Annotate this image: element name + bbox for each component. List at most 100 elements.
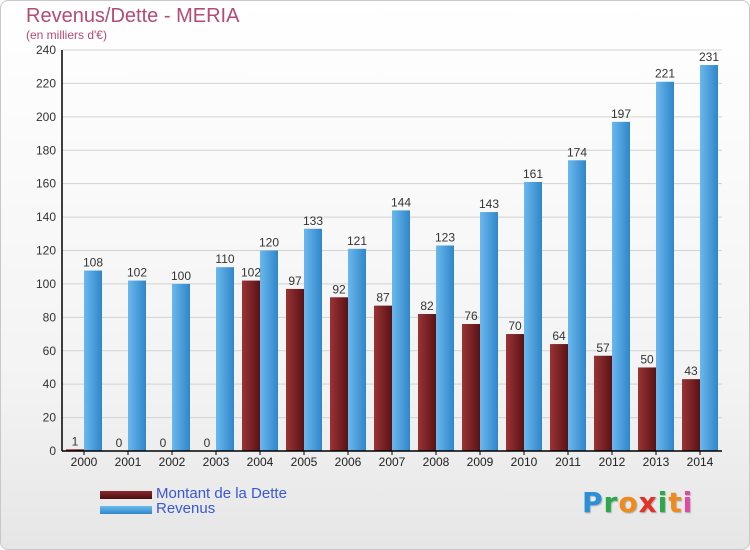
- bar-debt-2006: [330, 297, 348, 451]
- x-tick-label: 2007: [379, 455, 406, 469]
- data-label-debt-2014: 43: [684, 364, 698, 378]
- data-label-revenue-2007: 144: [391, 195, 411, 209]
- bar-debt-2007: [374, 305, 392, 451]
- x-tick-label: 2008: [423, 455, 450, 469]
- data-label-revenue-2011: 174: [567, 145, 587, 159]
- logo-letter: i: [657, 486, 669, 519]
- data-label-revenue-2013: 221: [655, 67, 675, 81]
- y-tick-label: 40: [43, 377, 57, 391]
- x-tick-label: 2012: [599, 455, 626, 469]
- legend-swatch-revenue: [100, 506, 152, 514]
- data-label-revenue-2000: 108: [83, 256, 103, 270]
- legend-label-revenue: Revenus: [156, 500, 216, 517]
- data-label-revenue-2010: 161: [523, 167, 543, 181]
- data-label-revenue-2014: 231: [699, 50, 719, 64]
- data-label-revenue-2006: 121: [347, 234, 367, 248]
- bar-debt-2013: [638, 367, 656, 451]
- x-tick-label: 2003: [203, 455, 230, 469]
- data-label-revenue-2012: 197: [611, 107, 631, 121]
- bars: [66, 65, 718, 452]
- x-tick-label: 2009: [467, 455, 494, 469]
- logo-letter: r: [603, 486, 619, 519]
- y-tick-label: 180: [36, 143, 56, 157]
- y-tick-label: 140: [36, 210, 56, 224]
- data-label-revenue-2003: 110: [215, 252, 234, 266]
- logo-letter: t: [668, 486, 683, 519]
- data-label-debt-2001: 0: [116, 436, 123, 450]
- data-label-debt-2009: 76: [464, 309, 478, 323]
- y-tick-label: 120: [36, 244, 56, 258]
- data-label-debt-2006: 92: [332, 282, 346, 296]
- y-tick-label: 20: [43, 411, 57, 425]
- legend-swatch-debt: [100, 491, 152, 499]
- proxiti-logo: Proxiti: [582, 486, 693, 519]
- bar-revenue-2012: [612, 121, 630, 452]
- y-tick-label: 100: [36, 277, 56, 291]
- data-label-debt-2005: 97: [288, 274, 302, 288]
- data-label-debt-2011: 64: [552, 329, 566, 343]
- x-tick-label: 2010: [511, 455, 538, 469]
- data-label-revenue-2009: 143: [479, 197, 499, 211]
- bar-debt-2000: [66, 449, 84, 451]
- logo-letter: P: [582, 486, 604, 519]
- data-label-debt-2012: 57: [596, 341, 610, 355]
- data-label-revenue-2001: 102: [127, 266, 147, 280]
- bar-debt-2011: [550, 344, 568, 451]
- bar-revenue-2002: [172, 283, 190, 451]
- data-labels: 1 108 0 102 0 100 0 110 102 120 97 133 92 121 87 144 82 1…: [72, 50, 720, 450]
- x-tick-label: 2000: [71, 455, 98, 469]
- bar-debt-2012: [594, 355, 612, 451]
- bar-revenue-2001: [128, 280, 146, 451]
- bar-debt-2004: [242, 280, 260, 451]
- data-label-revenue-2008: 123: [435, 230, 455, 244]
- x-tick-label: 2013: [643, 455, 670, 469]
- bar-revenue-2005: [304, 228, 322, 451]
- x-tick-label: 2014: [687, 455, 714, 469]
- bar-revenue-2003: [216, 267, 234, 451]
- x-tick-label: 2006: [335, 455, 362, 469]
- x-tick-label: 2001: [115, 455, 142, 469]
- bar-revenue-2009: [480, 212, 498, 451]
- y-tick-label: 160: [36, 177, 56, 191]
- bar-revenue-2004: [260, 250, 278, 451]
- data-label-debt-2004: 102: [241, 266, 261, 280]
- bar-revenue-2014: [700, 65, 718, 451]
- data-label-debt-2013: 50: [640, 352, 654, 366]
- y-tick-label: 80: [43, 310, 57, 324]
- y-tick-label: 220: [36, 76, 56, 90]
- data-label-debt-2008: 82: [420, 299, 434, 313]
- bar-debt-2009: [462, 324, 480, 451]
- data-label-revenue-2004: 120: [259, 236, 279, 250]
- data-label-debt-2010: 70: [508, 319, 522, 333]
- data-label-debt-2000: 1: [72, 434, 79, 448]
- y-tick-label: 240: [36, 43, 56, 57]
- y-tick-label: 200: [36, 110, 56, 124]
- chart-subtitle: (en milliers d'€): [26, 28, 107, 42]
- data-label-debt-2003: 0: [204, 436, 211, 450]
- bar-debt-2010: [506, 334, 524, 451]
- x-tick-label: 2011: [555, 455, 581, 469]
- x-tick-label: 2005: [291, 455, 318, 469]
- x-tick-label: 2002: [159, 455, 186, 469]
- x-tick-label: 2004: [247, 455, 274, 469]
- data-label-revenue-2002: 100: [171, 269, 191, 283]
- logo-letter: o: [618, 486, 639, 519]
- y-tick-label: 0: [49, 444, 56, 458]
- bar-debt-2008: [418, 313, 436, 451]
- bar-revenue-2007: [392, 210, 410, 451]
- data-label-debt-2002: 0: [160, 436, 167, 450]
- bar-revenue-2008: [436, 245, 454, 451]
- logo-letter: x: [638, 486, 658, 519]
- bar-debt-2014: [682, 379, 700, 451]
- bar-revenue-2010: [524, 181, 542, 451]
- logo-letter: i: [682, 486, 694, 519]
- bar-revenue-2000: [84, 270, 102, 451]
- y-tick-label: 60: [43, 344, 57, 358]
- data-label-debt-2007: 87: [376, 291, 390, 305]
- bar-revenue-2006: [348, 248, 366, 451]
- bar-revenue-2011: [568, 160, 586, 451]
- bar-debt-2005: [286, 288, 304, 451]
- bar-revenue-2013: [656, 81, 674, 451]
